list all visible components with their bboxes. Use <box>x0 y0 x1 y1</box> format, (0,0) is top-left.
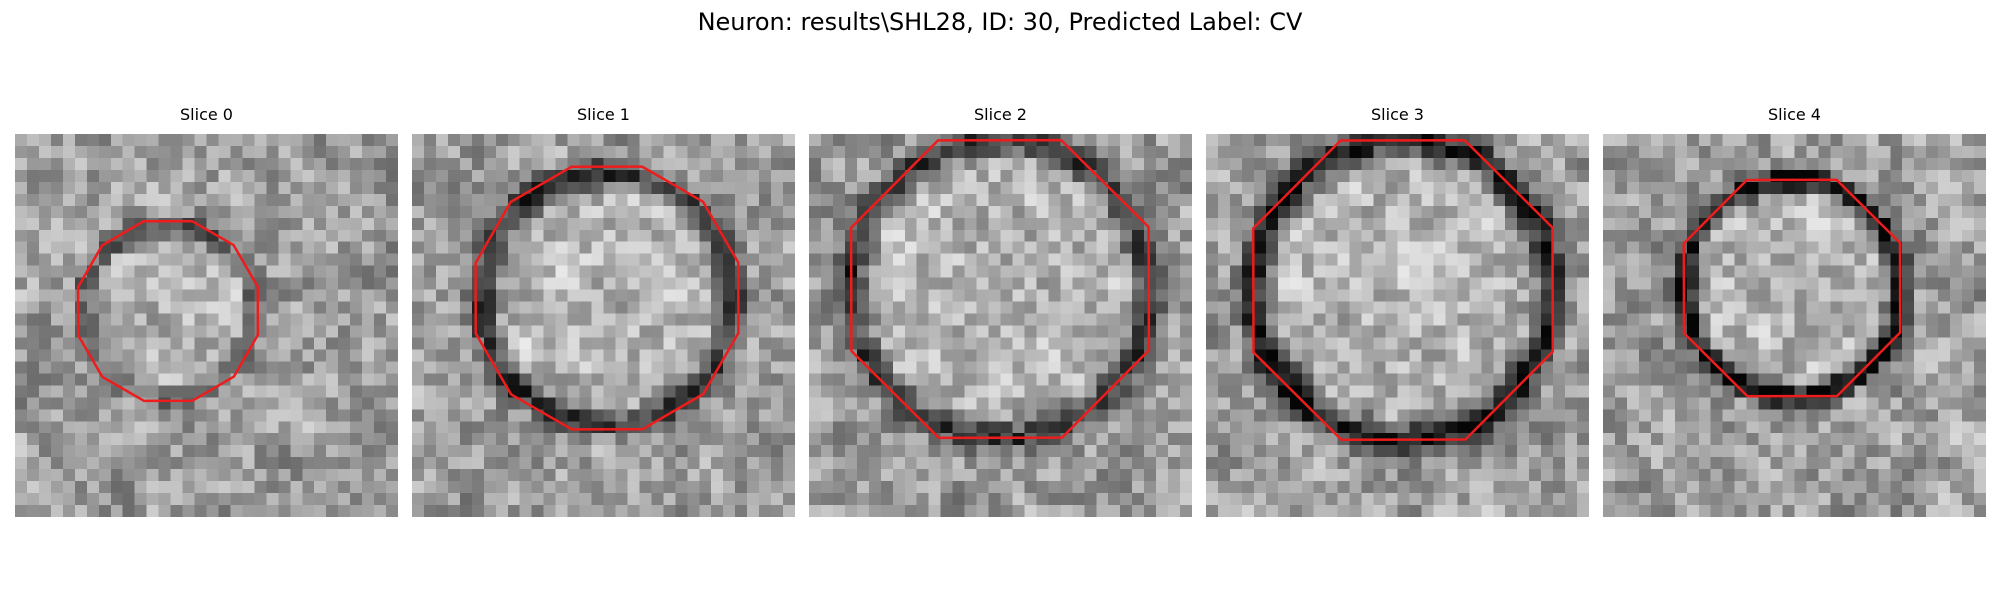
slice-panel-1: Slice 1 <box>412 105 795 517</box>
contour-outline <box>474 165 740 431</box>
slice-panel-0: Slice 0 <box>15 105 398 517</box>
slice-pixels <box>412 134 795 517</box>
slice-title: Slice 4 <box>1768 105 1821 124</box>
slice-image <box>1206 134 1589 517</box>
contour-outline <box>1251 138 1555 442</box>
slice-image <box>412 134 795 517</box>
slice-pixels <box>809 134 1192 517</box>
contour-outline <box>76 219 260 403</box>
slice-title: Slice 2 <box>974 105 1027 124</box>
slice-pixels <box>15 134 398 517</box>
slice-panel-3: Slice 3 <box>1206 105 1589 517</box>
slice-title: Slice 0 <box>180 105 233 124</box>
slice-panel-4: Slice 4 <box>1603 105 1986 517</box>
slice-image <box>1603 134 1986 517</box>
slice-panel-2: Slice 2 <box>809 105 1192 517</box>
slice-pixels <box>1603 134 1986 517</box>
slice-title: Slice 1 <box>577 105 630 124</box>
slice-image <box>809 134 1192 517</box>
slice-pixels <box>1206 134 1589 517</box>
slice-title: Slice 3 <box>1371 105 1424 124</box>
contour-outline <box>849 138 1151 440</box>
slice-image <box>15 134 398 517</box>
contour-outline <box>1682 178 1902 398</box>
figure-title: Neuron: results\SHL28, ID: 30, Predicted… <box>697 8 1303 36</box>
